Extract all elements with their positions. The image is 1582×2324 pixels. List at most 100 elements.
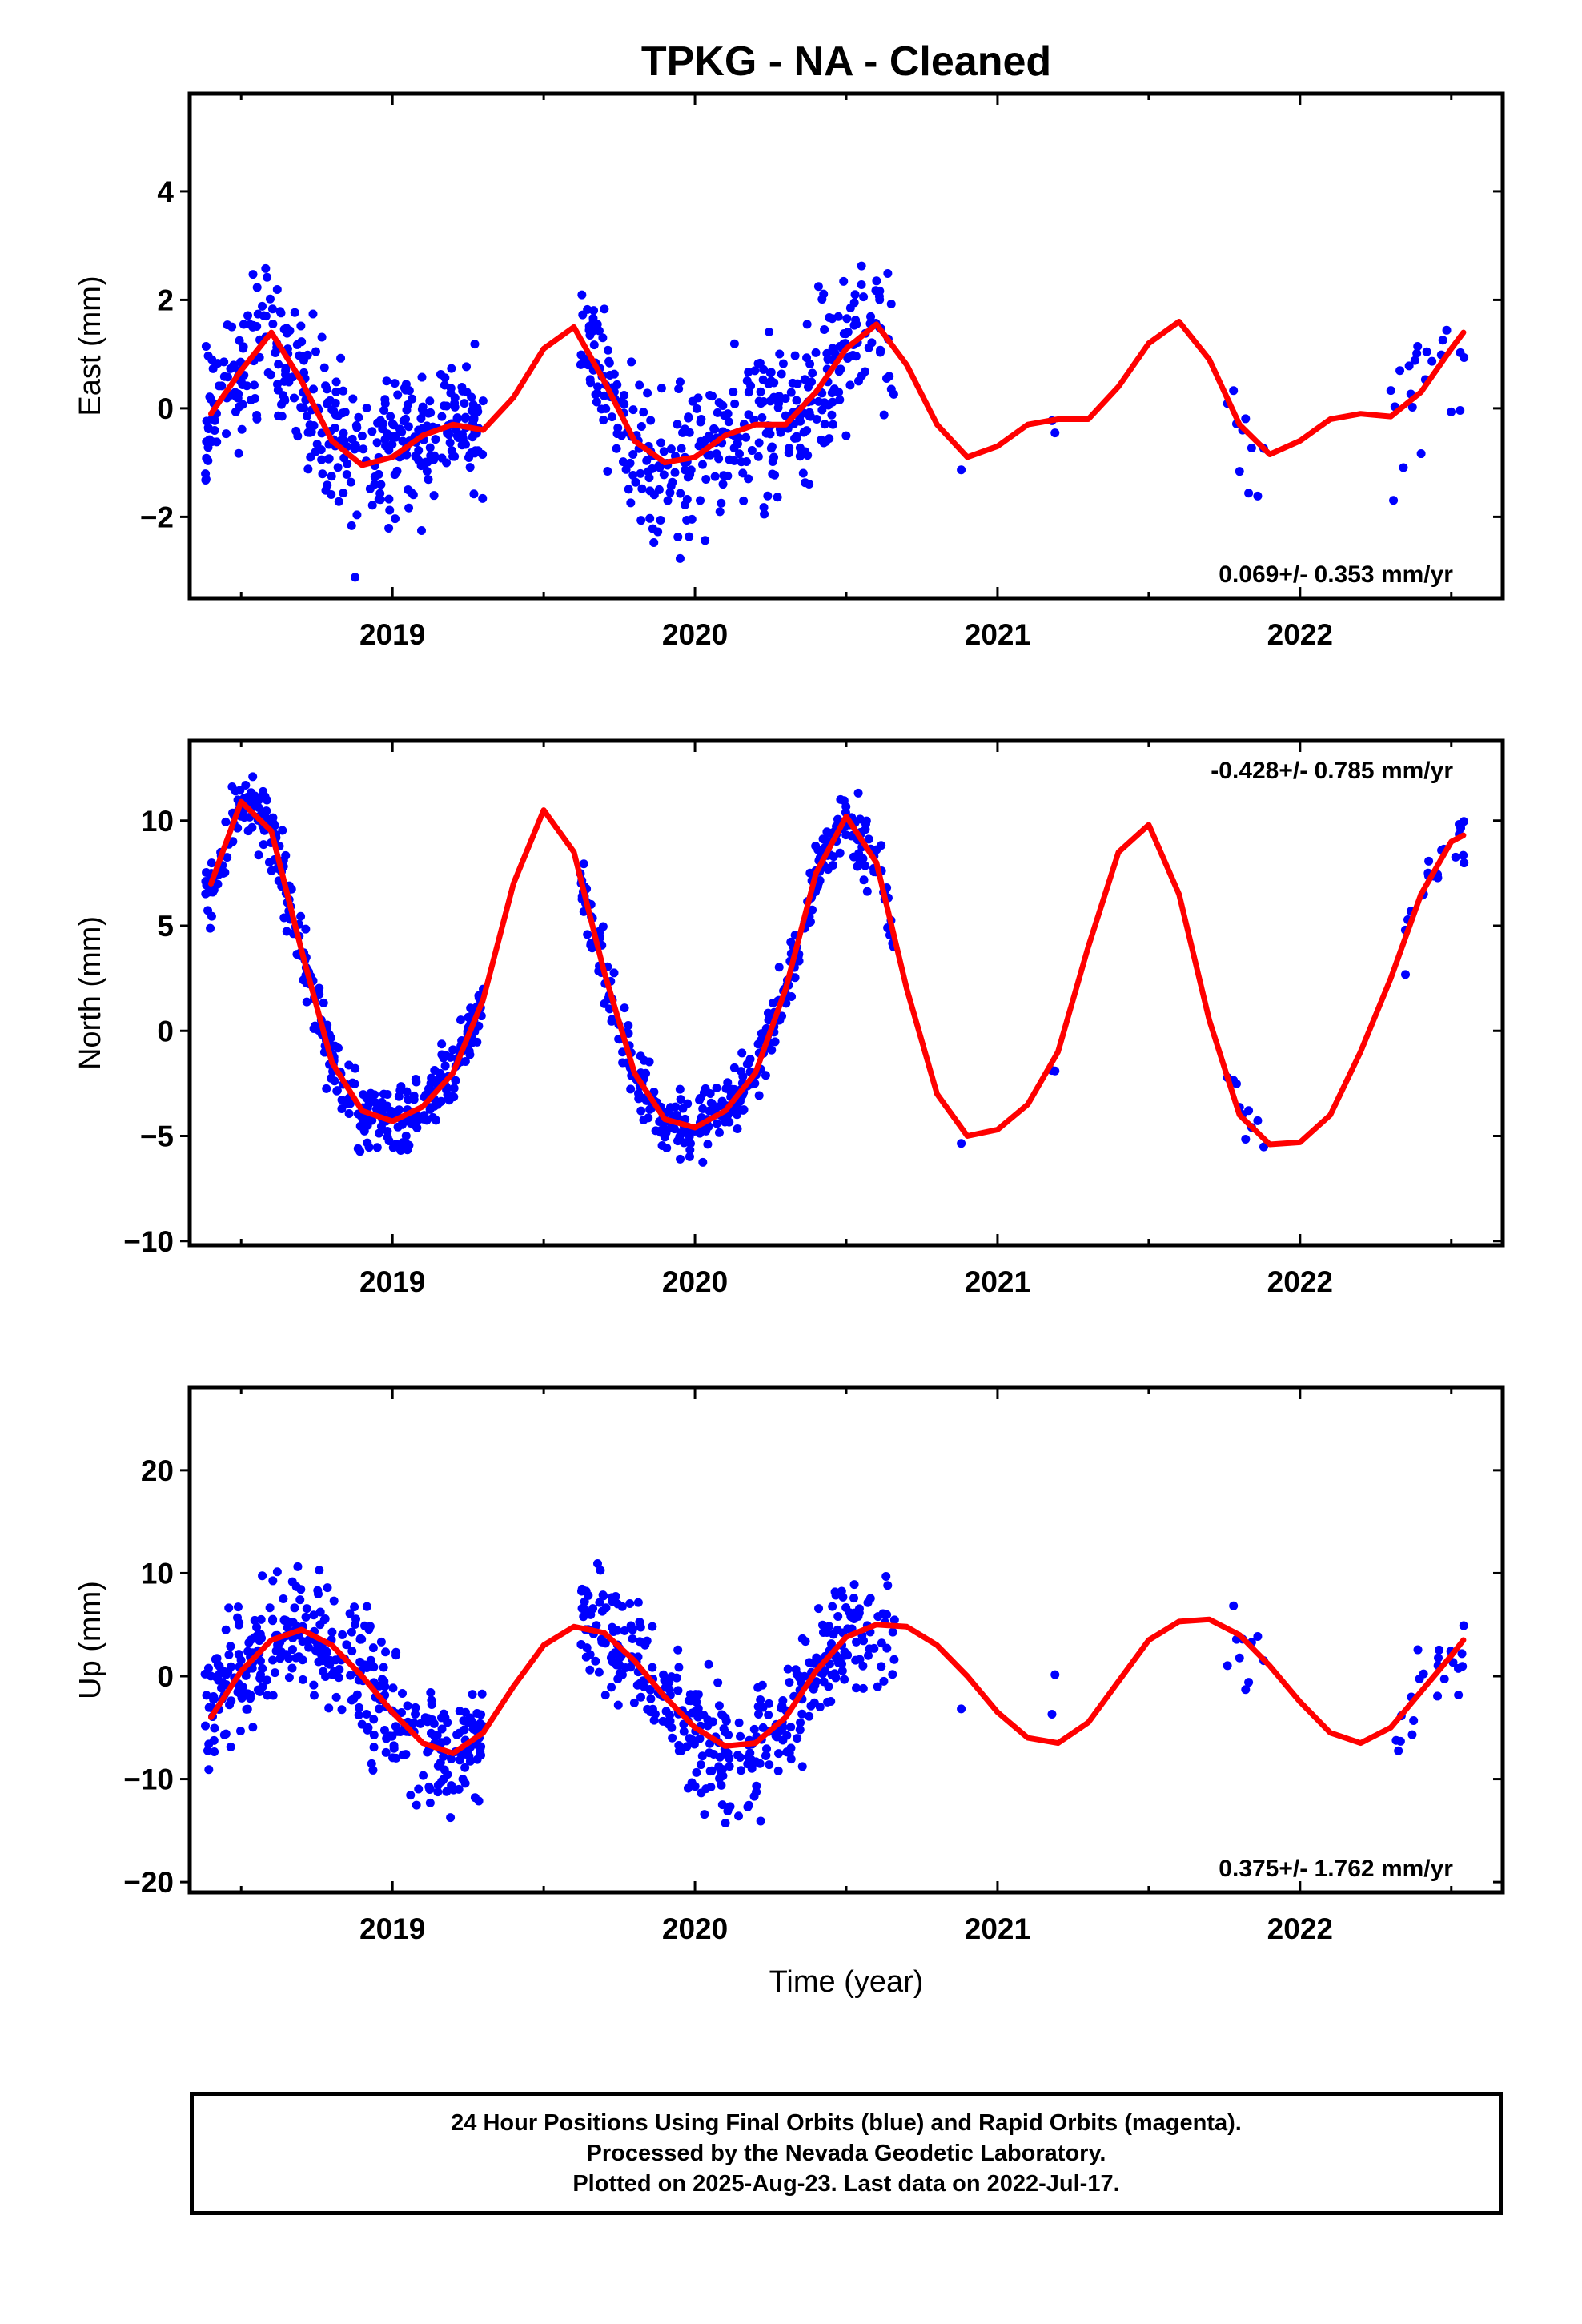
data-point bbox=[738, 1105, 748, 1115]
data-point bbox=[594, 326, 604, 336]
data-point bbox=[773, 493, 782, 502]
data-point bbox=[401, 414, 411, 424]
data-point bbox=[363, 1723, 373, 1732]
data-point bbox=[252, 1622, 262, 1632]
data-point bbox=[774, 1749, 784, 1759]
data-point bbox=[744, 410, 753, 420]
data-point bbox=[673, 1645, 683, 1655]
data-point bbox=[1434, 1653, 1443, 1663]
data-point bbox=[849, 1594, 859, 1603]
data-point bbox=[1427, 356, 1437, 366]
data-point bbox=[850, 290, 860, 300]
data-point bbox=[445, 438, 455, 448]
data-point bbox=[644, 1113, 653, 1123]
data-point bbox=[304, 1642, 314, 1652]
data-point bbox=[208, 887, 218, 897]
data-point bbox=[857, 280, 866, 290]
data-point bbox=[457, 430, 467, 440]
data-point bbox=[226, 1662, 235, 1671]
data-point bbox=[812, 414, 821, 424]
data-point bbox=[714, 1701, 724, 1711]
data-point bbox=[290, 1603, 299, 1613]
data-point bbox=[272, 285, 282, 295]
data-point bbox=[297, 337, 307, 347]
data-point bbox=[436, 1738, 446, 1747]
data-point bbox=[402, 450, 412, 460]
data-point bbox=[686, 1696, 696, 1706]
data-point bbox=[747, 446, 757, 456]
data-point bbox=[849, 1580, 859, 1590]
data-point bbox=[1050, 428, 1060, 438]
data-point bbox=[401, 1131, 411, 1140]
data-point bbox=[710, 472, 720, 481]
data-point bbox=[715, 507, 725, 517]
data-point bbox=[863, 1651, 873, 1660]
data-point bbox=[272, 380, 282, 389]
data-point bbox=[764, 1710, 773, 1719]
data-point bbox=[813, 282, 823, 292]
data-point bbox=[221, 1625, 231, 1634]
data-point bbox=[322, 1084, 331, 1093]
data-point bbox=[584, 1590, 593, 1600]
data-point bbox=[375, 416, 385, 425]
data-point bbox=[318, 469, 327, 479]
data-point bbox=[627, 357, 636, 367]
data-point bbox=[342, 1640, 351, 1650]
data-point bbox=[330, 423, 339, 432]
data-point bbox=[738, 468, 748, 478]
data-point bbox=[436, 370, 445, 380]
x-tick-label: 2022 bbox=[1267, 1265, 1333, 1298]
data-point bbox=[383, 1126, 392, 1136]
data-point bbox=[685, 1690, 695, 1699]
data-point bbox=[332, 1671, 342, 1680]
data-point bbox=[351, 1063, 360, 1073]
data-point bbox=[322, 384, 331, 394]
data-point bbox=[685, 1145, 695, 1155]
data-point bbox=[359, 1660, 369, 1670]
data-point bbox=[448, 452, 458, 461]
data-point bbox=[729, 1063, 739, 1072]
data-point bbox=[608, 1650, 618, 1659]
data-point bbox=[786, 388, 796, 397]
data-point bbox=[248, 1723, 258, 1732]
data-point bbox=[645, 486, 655, 496]
data-point bbox=[675, 1084, 685, 1094]
data-point bbox=[331, 398, 340, 408]
data-point bbox=[788, 378, 797, 388]
data-point bbox=[852, 1637, 861, 1647]
data-point bbox=[594, 1667, 604, 1677]
data-point bbox=[765, 327, 774, 336]
data-point bbox=[374, 1128, 383, 1138]
data-point bbox=[206, 923, 215, 933]
data-point bbox=[645, 513, 655, 523]
x-axis-label: Time (year) bbox=[769, 1965, 924, 1999]
plot-area bbox=[200, 1558, 1468, 1828]
data-point bbox=[697, 460, 707, 469]
data-point bbox=[712, 1119, 721, 1128]
data-point bbox=[724, 417, 733, 427]
data-point bbox=[1404, 361, 1414, 371]
data-point bbox=[708, 392, 717, 401]
data-point bbox=[437, 1050, 447, 1059]
data-point bbox=[205, 392, 215, 402]
data-point bbox=[600, 1691, 610, 1700]
data-point bbox=[221, 1670, 231, 1679]
data-point bbox=[695, 1734, 705, 1743]
data-point bbox=[270, 1668, 279, 1678]
data-point bbox=[412, 1123, 422, 1132]
data-point bbox=[337, 1095, 347, 1104]
data-point bbox=[456, 1015, 465, 1025]
data-point bbox=[414, 1784, 424, 1794]
data-point bbox=[706, 1782, 716, 1791]
data-point bbox=[425, 1798, 435, 1807]
data-point bbox=[853, 788, 863, 798]
data-point bbox=[454, 1784, 464, 1794]
data-point bbox=[806, 1701, 816, 1711]
data-point bbox=[247, 791, 257, 801]
data-point bbox=[446, 1813, 456, 1823]
data-point bbox=[612, 1660, 621, 1670]
data-point bbox=[380, 1682, 390, 1691]
data-point bbox=[379, 405, 389, 415]
data-point bbox=[337, 1104, 347, 1113]
